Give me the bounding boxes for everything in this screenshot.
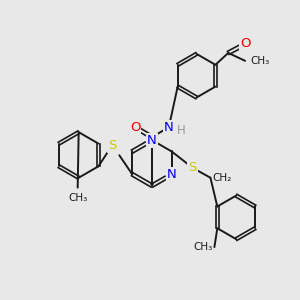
Text: S: S <box>188 161 197 174</box>
Text: N: N <box>167 168 177 181</box>
Text: O: O <box>240 38 250 50</box>
Text: CH₂: CH₂ <box>212 173 232 183</box>
Text: O: O <box>130 121 140 134</box>
Text: H: H <box>177 124 186 137</box>
Text: CH₃: CH₃ <box>250 56 269 66</box>
Text: N: N <box>147 134 157 147</box>
Text: S: S <box>108 139 116 152</box>
Text: CH₃: CH₃ <box>193 242 212 252</box>
Text: CH₃: CH₃ <box>68 193 87 202</box>
Text: N: N <box>164 121 174 134</box>
